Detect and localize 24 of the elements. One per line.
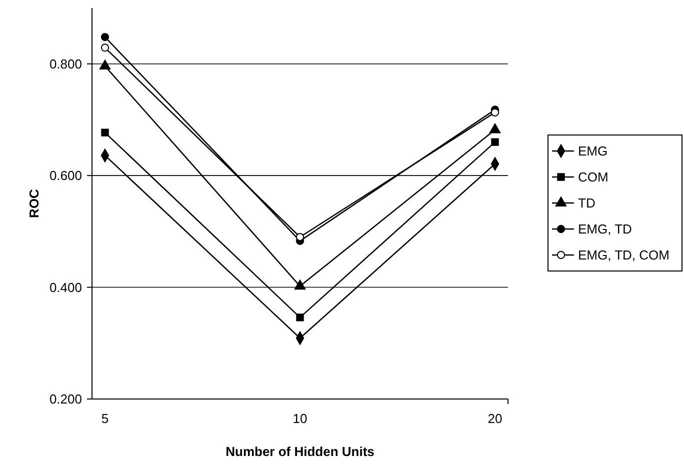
y-axis-title: ROC	[26, 188, 42, 218]
point	[101, 128, 109, 136]
x-tick-label: 10	[292, 411, 308, 426]
y-tick-label: 0.800	[49, 56, 82, 72]
x-tick-label: 20	[488, 411, 502, 426]
point	[489, 123, 501, 134]
legend-label: TD	[578, 196, 596, 211]
legend-label: COM	[578, 170, 608, 185]
point	[99, 60, 111, 70]
point	[491, 138, 499, 146]
point	[100, 32, 110, 42]
y-tick-label: 0.600	[49, 168, 82, 184]
point	[296, 314, 304, 322]
point	[296, 232, 304, 242]
point	[294, 280, 306, 290]
y-tick-label: 0.400	[49, 280, 82, 295]
legend-label: EMG	[578, 144, 608, 159]
point	[100, 44, 110, 52]
legend-label: EMG, TD	[578, 222, 632, 237]
x-tick-label: 5	[101, 411, 109, 426]
x-axis-title: Number of Hidden Units	[226, 444, 374, 459]
y-tick-label: 0.200	[49, 392, 82, 407]
legend-label: EMG, TD, COM	[578, 248, 670, 263]
point	[490, 108, 500, 117]
